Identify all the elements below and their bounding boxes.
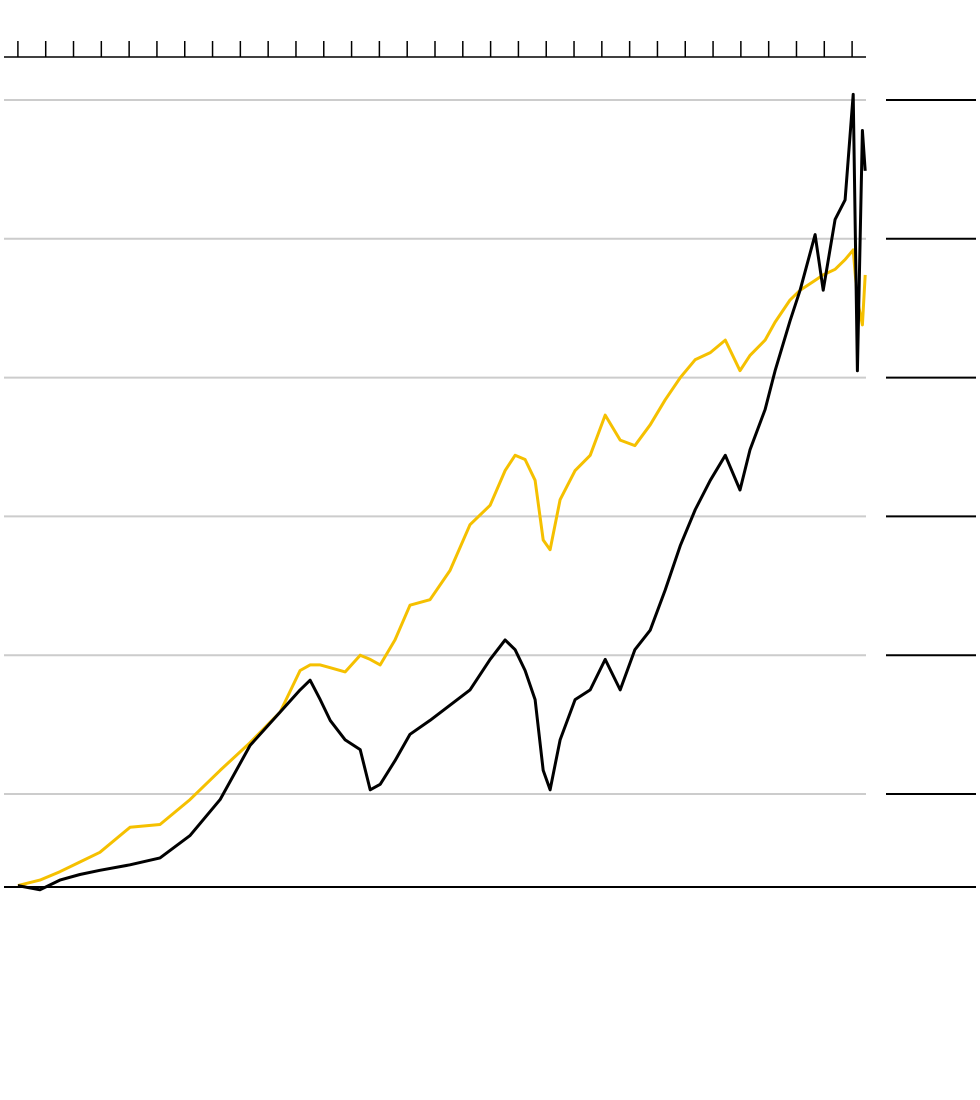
series-line — [17, 248, 867, 888]
series-line — [17, 92, 867, 892]
